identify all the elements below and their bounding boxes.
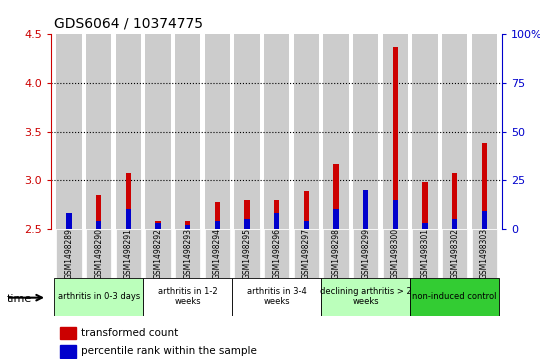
Text: GSM1498294: GSM1498294 [213,228,222,279]
Text: GSM1498302: GSM1498302 [450,228,459,279]
Bar [205,229,230,278]
Bar [232,278,321,316]
Bar [323,229,349,278]
Text: GSM1498292: GSM1498292 [153,228,163,279]
Text: GSM1498289: GSM1498289 [65,228,73,279]
Bar [126,174,131,229]
Bar [422,223,428,229]
Bar [185,225,191,229]
Text: GSM1498301: GSM1498301 [421,228,430,279]
Bar [245,200,250,229]
Bar [264,229,289,278]
Bar [274,213,279,229]
Bar [393,200,398,229]
Bar [175,34,200,229]
Bar [274,200,279,229]
Bar [383,34,408,229]
Text: arthritis in 1-2
weeks: arthritis in 1-2 weeks [158,287,218,306]
Bar [363,190,368,229]
Text: transformed count: transformed count [80,328,178,338]
Bar [442,34,467,229]
Bar [294,34,319,229]
Bar [126,209,131,229]
Bar [60,345,76,358]
Bar [410,278,500,316]
Bar [353,34,379,229]
Bar [66,216,72,229]
Text: GDS6064 / 10374775: GDS6064 / 10374775 [54,16,203,30]
Text: GSM1498300: GSM1498300 [391,228,400,279]
Text: arthritis in 0-3 days: arthritis in 0-3 days [58,292,140,301]
Bar [60,327,76,339]
Bar [442,229,467,278]
Bar [264,34,289,229]
Bar [413,34,438,229]
Text: GSM1498299: GSM1498299 [361,228,370,279]
Bar [86,34,111,229]
Bar [215,203,220,229]
Bar [156,223,161,229]
Bar [482,143,487,229]
Bar [472,34,497,229]
Bar [145,229,171,278]
Bar [393,47,398,229]
Bar [294,229,319,278]
Bar [333,209,339,229]
Bar [353,229,379,278]
Bar [175,229,200,278]
Bar [482,211,487,229]
Bar [383,229,408,278]
Text: GSM1498303: GSM1498303 [480,228,489,279]
Bar [143,278,232,316]
Bar [145,34,171,229]
Bar [156,221,161,229]
Text: GSM1498297: GSM1498297 [302,228,311,279]
Text: percentile rank within the sample: percentile rank within the sample [80,346,256,356]
Bar [96,195,102,229]
Bar [321,278,410,316]
Bar [116,229,141,278]
Text: declining arthritis > 2
weeks: declining arthritis > 2 weeks [320,287,411,306]
Bar [54,278,143,316]
Bar [116,34,141,229]
Bar [472,229,497,278]
Bar [57,34,82,229]
Bar [245,219,250,229]
Text: GSM1498295: GSM1498295 [242,228,252,279]
Bar [66,213,72,229]
Bar [234,34,260,229]
Bar [422,182,428,229]
Text: non-induced control: non-induced control [413,292,497,301]
Bar [303,221,309,229]
Bar [413,229,438,278]
Bar [57,229,82,278]
Bar [333,164,339,229]
Text: GSM1498293: GSM1498293 [183,228,192,279]
Bar [96,221,102,229]
Text: GSM1498290: GSM1498290 [94,228,103,279]
Text: GSM1498291: GSM1498291 [124,228,133,279]
Bar [215,221,220,229]
Text: time: time [6,294,32,305]
Bar [452,219,457,229]
Bar [185,221,191,229]
Text: arthritis in 3-4
weeks: arthritis in 3-4 weeks [247,287,307,306]
Bar [323,34,349,229]
Bar [234,229,260,278]
Text: GSM1498298: GSM1498298 [332,228,341,279]
Bar [303,191,309,229]
Bar [86,229,111,278]
Bar [363,191,368,229]
Bar [452,174,457,229]
Text: GSM1498296: GSM1498296 [272,228,281,279]
Bar [205,34,230,229]
